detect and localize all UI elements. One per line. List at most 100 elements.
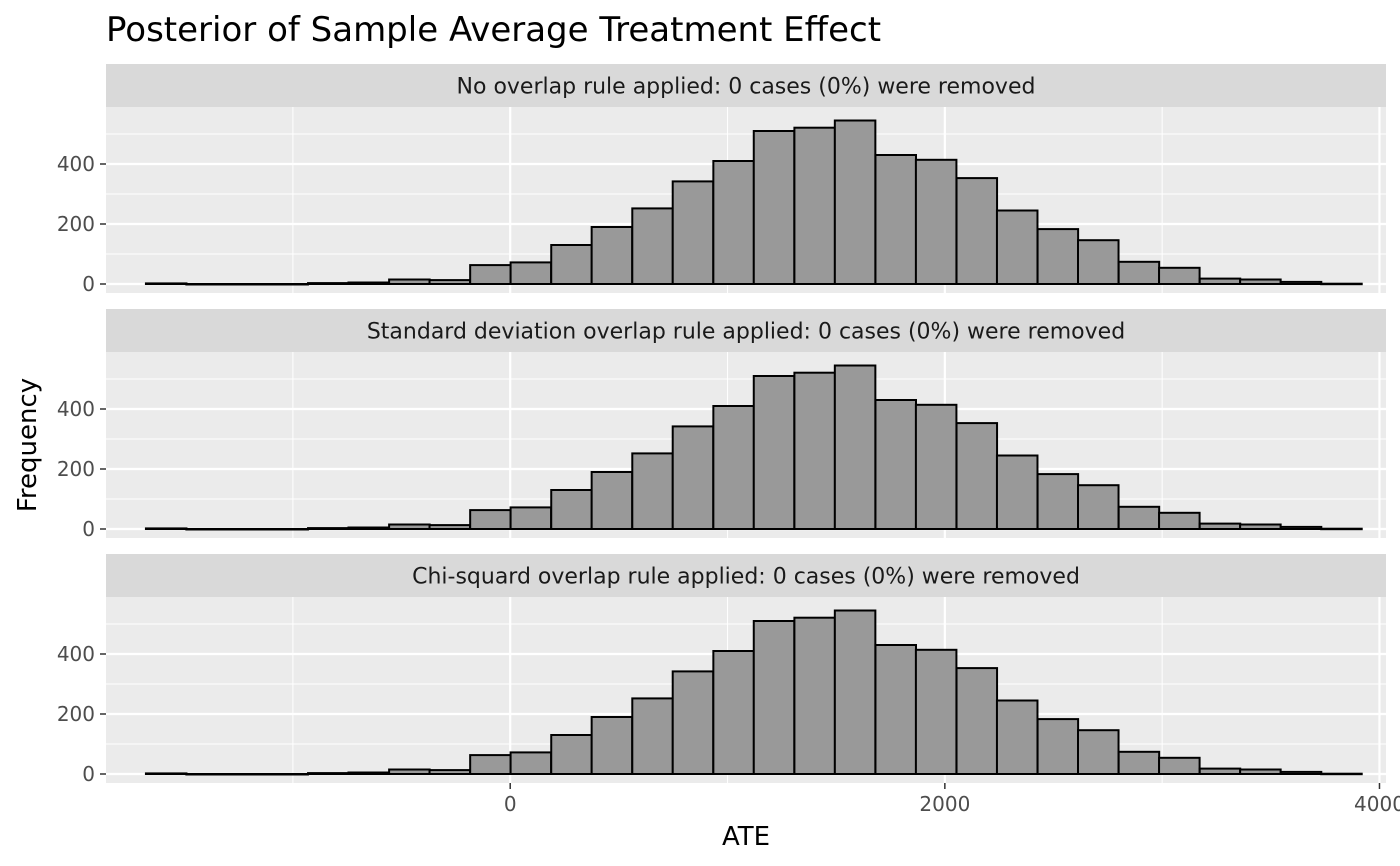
histogram-bar <box>509 506 553 530</box>
histogram-bar <box>1158 266 1201 285</box>
histogram-bar <box>1158 756 1201 775</box>
histogram-bar <box>1198 767 1242 775</box>
x-axis-title: ATE <box>722 822 770 852</box>
histogram-bar <box>1117 260 1161 285</box>
histogram-bar <box>225 283 269 286</box>
histogram-bar <box>752 130 796 285</box>
histogram-bar <box>1198 522 1242 530</box>
histogram-bar <box>469 509 512 531</box>
histogram-bar <box>266 773 309 776</box>
histogram-bar <box>1158 511 1201 530</box>
histogram-bar <box>671 425 715 530</box>
strip-label: No overlap rule applied: 0 cases (0%) we… <box>457 75 1036 100</box>
histogram-bar <box>590 716 634 775</box>
x-tick-label: 4000 <box>1354 792 1400 816</box>
histogram-bar <box>388 768 431 775</box>
histogram-bar <box>1077 484 1120 531</box>
strip-label: Standard deviation overlap rule applied:… <box>367 320 1125 345</box>
strip-background <box>106 554 1386 597</box>
histogram-bar <box>1279 280 1323 285</box>
histogram-bar <box>833 364 877 530</box>
facet-panel-1: No overlap rule applied: 0 cases (0%) we… <box>57 64 1386 296</box>
histogram-bar <box>1036 473 1080 531</box>
histogram-bar <box>509 261 553 285</box>
histogram-bar <box>144 527 188 531</box>
histogram-bar <box>1320 772 1363 776</box>
histogram-bar <box>144 772 188 776</box>
histogram-bar <box>874 154 917 285</box>
histogram-bar <box>428 769 472 775</box>
histogram-bar <box>671 670 715 776</box>
histogram-bar <box>347 281 391 285</box>
histogram-bar <box>712 405 755 530</box>
histogram-bar <box>833 119 877 285</box>
y-tick-label: 0 <box>82 272 95 296</box>
histogram-bar <box>185 773 228 776</box>
facet-panel-2: Standard deviation overlap rule applied:… <box>57 309 1386 541</box>
histogram-bar <box>914 403 958 530</box>
histogram-bar <box>793 616 836 776</box>
histogram-bar <box>469 264 512 286</box>
y-tick-label: 200 <box>57 212 95 236</box>
histogram-bar <box>874 399 917 530</box>
histogram-bar <box>347 771 391 775</box>
histogram-bar <box>1239 523 1282 530</box>
histogram-bar <box>550 734 593 775</box>
x-tick-label: 2000 <box>919 792 970 816</box>
histogram-bar <box>671 180 715 285</box>
histogram-bar <box>995 699 1039 775</box>
histogram-bar <box>266 528 309 531</box>
histogram-bar <box>1077 729 1120 776</box>
histogram-bar <box>712 650 755 775</box>
y-tick-label: 400 <box>57 397 95 421</box>
histogram-bar <box>225 528 269 531</box>
histogram-bar <box>793 371 836 531</box>
histogram-bar <box>1279 525 1323 531</box>
histogram-bar <box>995 209 1039 285</box>
histogram-bar <box>388 278 431 285</box>
histogram-bar <box>307 772 350 775</box>
histogram-bar <box>266 283 309 286</box>
histogram-bar <box>550 489 593 530</box>
strip-background <box>106 64 1386 107</box>
y-tick-label: 400 <box>57 642 95 666</box>
histogram-bar <box>712 160 755 285</box>
histogram-bar <box>1036 228 1080 286</box>
histogram-bar <box>1279 770 1323 776</box>
histogram-bar <box>752 620 796 775</box>
histogram-bar <box>144 282 188 285</box>
y-axis-title: Frequency <box>13 378 43 512</box>
histogram-bar <box>1320 527 1363 531</box>
histogram-bar <box>428 279 472 286</box>
histogram-bar <box>388 523 431 530</box>
y-tick-label: 0 <box>82 517 95 541</box>
histogram-bar <box>955 667 999 775</box>
histogram-bar <box>1239 278 1282 285</box>
histogram-bar <box>185 528 228 531</box>
histogram-bar <box>631 452 674 530</box>
histogram-bar <box>631 207 674 285</box>
y-tick-label: 400 <box>57 152 95 176</box>
histogram-bar <box>347 526 391 530</box>
histogram-bar <box>428 524 472 530</box>
y-tick-label: 200 <box>57 702 95 726</box>
histogram-bar <box>955 422 999 531</box>
strip-label: Chi-squard overlap rule applied: 0 cases… <box>412 565 1080 590</box>
histogram-bar <box>185 283 228 286</box>
facet-panels: No overlap rule applied: 0 cases (0%) we… <box>57 64 1386 786</box>
histogram-bar <box>1198 277 1242 286</box>
histogram-bar <box>550 244 593 285</box>
histogram-bar <box>874 644 917 775</box>
histogram-bar <box>914 648 958 775</box>
x-axis: 0 2000 4000 <box>504 783 1400 816</box>
histogram-bar <box>590 226 634 285</box>
histogram-bar <box>995 454 1039 530</box>
chart-title: Posterior of Sample Average Treatment Ef… <box>106 10 881 50</box>
histogram-bar <box>631 697 674 776</box>
y-tick-label: 200 <box>57 457 95 481</box>
histogram-bar <box>469 754 512 775</box>
x-tick-label: 0 <box>504 792 517 816</box>
y-tick-label: 0 <box>82 762 95 786</box>
histogram-bar <box>833 609 877 775</box>
